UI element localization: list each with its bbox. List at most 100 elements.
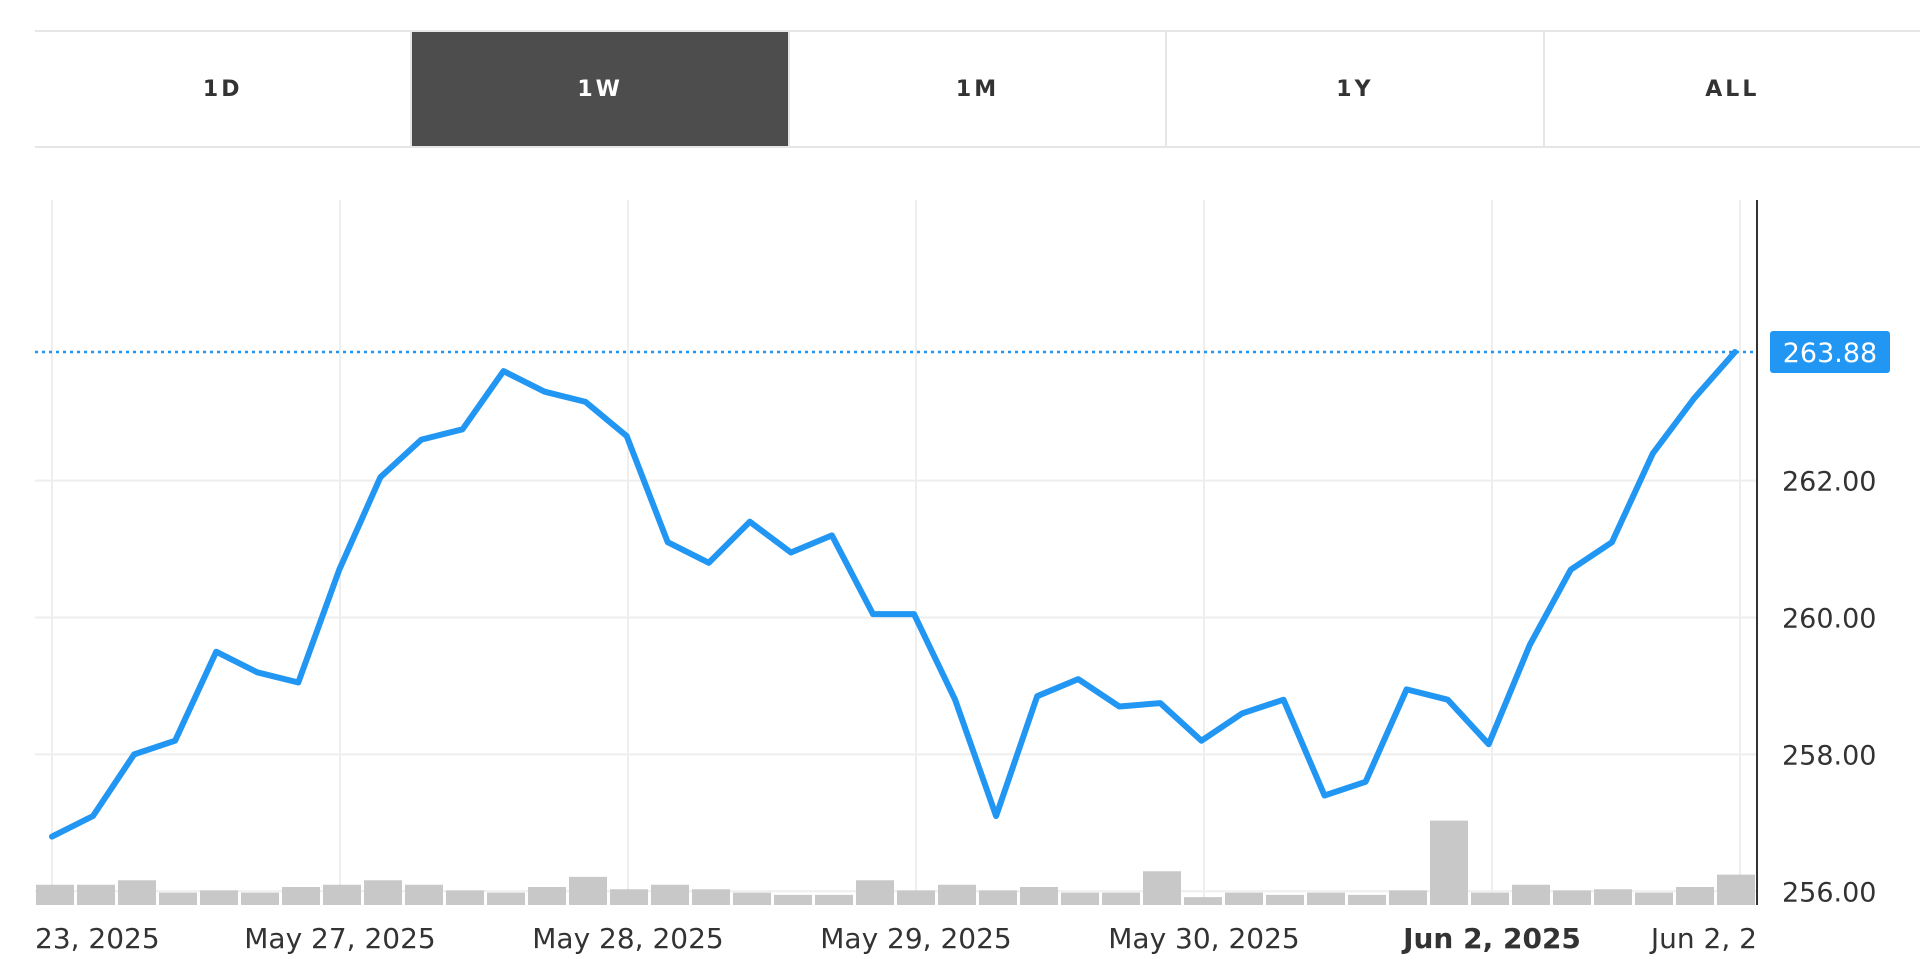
y-tick-label: 262.00 [1782, 467, 1876, 498]
price-point [1447, 699, 1449, 701]
price-point [1324, 794, 1326, 796]
current-price-label: 263.88 [1783, 338, 1877, 369]
price-point [913, 613, 915, 615]
volume-bar [1307, 892, 1345, 905]
price-point [1488, 743, 1490, 745]
volume-bar [979, 890, 1017, 905]
volume-bar [569, 876, 607, 905]
price-point [544, 391, 546, 393]
x-tick-label: Jun 2, 2025 [1401, 922, 1581, 955]
x-tick-label: Jun 2, 2 [1649, 922, 1757, 955]
price-point [1036, 695, 1038, 697]
price-point [790, 552, 792, 553]
price-point [215, 651, 217, 653]
volume-bar [1471, 892, 1509, 905]
x-tick-label: May 30, 2025 [1108, 922, 1299, 955]
price-line [49, 349, 1738, 840]
volume-bar [1184, 897, 1222, 905]
volume-bar [733, 892, 771, 905]
time-range-tabs: 1D 1W 1M 1Y ALL [35, 30, 1920, 148]
volume-bar [1512, 884, 1550, 905]
volume-bar [77, 884, 115, 905]
volume-bar [1676, 887, 1714, 905]
y-tick-label: 260.00 [1782, 604, 1876, 635]
volume-bar [651, 884, 689, 905]
volume-bar [282, 887, 320, 905]
x-tick-label: May 28, 2025 [532, 922, 723, 955]
tab-1y[interactable]: 1Y [1167, 32, 1545, 146]
volume-bar [241, 892, 279, 905]
volume-bar [118, 880, 156, 905]
volume-bar [159, 892, 197, 905]
y-tick-label: 258.00 [1782, 740, 1876, 771]
volume-bar [1266, 894, 1304, 905]
volume-bar [1389, 890, 1427, 905]
volume-bar [528, 887, 566, 905]
tab-all[interactable]: ALL [1705, 76, 1760, 102]
price-point [1159, 702, 1161, 704]
price-point [1365, 781, 1367, 783]
price-point [1652, 452, 1654, 454]
price-point [1200, 740, 1202, 742]
volume-bar [897, 890, 935, 905]
price-point [379, 476, 381, 478]
volume-bar [1430, 820, 1468, 905]
volume-bar [1061, 892, 1099, 905]
current-price-badge [1770, 330, 1890, 373]
price-point [1693, 397, 1695, 399]
volume-bar [323, 884, 361, 905]
volume-bar [1635, 892, 1673, 905]
price-point [51, 836, 53, 838]
volume-bar [1717, 874, 1755, 905]
price-point [92, 815, 94, 817]
price-point [667, 541, 669, 543]
price-point [1529, 644, 1531, 646]
price-point [174, 740, 176, 742]
x-tick-label: May 29, 2025 [820, 922, 1011, 955]
price-point [585, 401, 587, 403]
price-point [954, 699, 956, 701]
price-point [995, 815, 997, 817]
volume-bar [36, 884, 74, 905]
volume-bar [938, 884, 976, 905]
price-point [420, 439, 422, 441]
x-tick-label: May 27, 2025 [244, 922, 435, 955]
volume-bar [1020, 887, 1058, 905]
price-point [1241, 712, 1243, 714]
price-point [133, 753, 135, 755]
price-point [461, 428, 463, 430]
volume-bar [815, 894, 853, 905]
volume-bar [1553, 890, 1591, 905]
price-point [831, 534, 833, 536]
volume-bar [446, 890, 484, 905]
price-point [1611, 541, 1613, 543]
volume-bar [200, 890, 238, 905]
volume-bar [405, 884, 443, 905]
price-point [1118, 706, 1120, 708]
price-point [1077, 678, 1079, 680]
price-point [1406, 688, 1408, 690]
volume-bar [774, 894, 812, 905]
tab-1w[interactable]: 1W [412, 32, 790, 146]
price-point [749, 521, 751, 523]
volume-bar [856, 880, 894, 905]
price-point [872, 613, 874, 615]
volume-bar [1348, 894, 1386, 905]
price-point [1734, 351, 1736, 353]
volume-bar [487, 892, 525, 905]
price-point [626, 435, 628, 437]
volume-bar [1143, 871, 1181, 905]
volume-bar [692, 889, 730, 905]
tab-1m[interactable]: 1M [790, 32, 1168, 146]
price-point [297, 682, 299, 684]
tab-1d[interactable]: 1D [35, 32, 413, 146]
price-point [338, 569, 340, 571]
volume-bar [1594, 889, 1632, 905]
y-tick-label: 256.00 [1782, 877, 1876, 908]
price-point [1282, 699, 1284, 701]
volume-bar [610, 889, 648, 905]
volume-bar [1225, 892, 1263, 905]
price-point [256, 671, 258, 673]
price-point [1570, 569, 1572, 571]
